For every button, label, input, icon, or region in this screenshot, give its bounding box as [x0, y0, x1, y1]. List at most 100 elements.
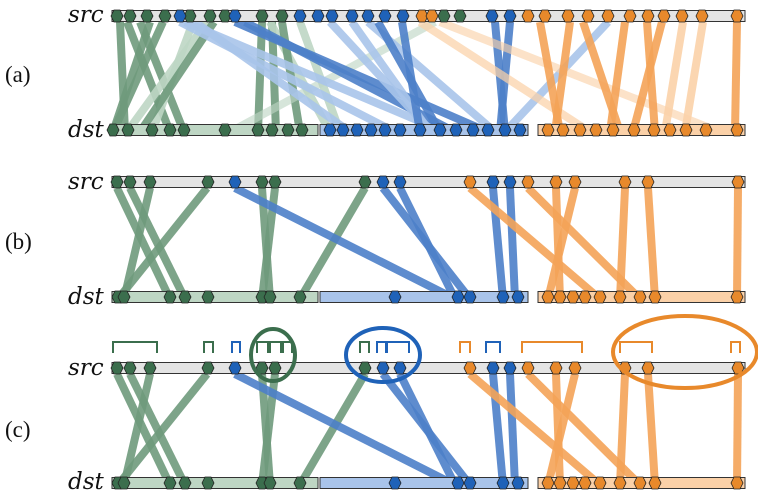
panel-c-src-label: src: [68, 355, 104, 381]
src-node-green: [201, 361, 215, 375]
src-node-green: [453, 9, 467, 23]
dst-node-green: [145, 123, 159, 137]
src-node-green: [123, 175, 137, 189]
link-orange: [551, 21, 574, 133]
src-node-orange: [568, 361, 582, 375]
group-bracket-blue: [376, 341, 387, 353]
link-green: [114, 371, 211, 488]
dst-node-green: [178, 476, 192, 490]
dst-node-orange: [699, 123, 713, 137]
link-orange: [629, 20, 666, 134]
src-node-blue: [311, 9, 325, 23]
dst-node-blue: [364, 123, 378, 137]
src-node-orange: [601, 9, 615, 23]
link-orange: [467, 184, 603, 303]
links-group: [113, 370, 742, 489]
dst-node-green: [263, 476, 277, 490]
src-node-orange: [463, 175, 477, 189]
link-blue: [506, 373, 519, 486]
dst-node-blue: [323, 123, 337, 137]
src-node-blue: [486, 361, 500, 375]
src-node-green: [143, 361, 157, 375]
dst-node-blue: [511, 290, 525, 304]
dst-node-orange: [633, 476, 647, 490]
src-node-orange: [549, 175, 563, 189]
dst-node-orange: [613, 290, 627, 304]
dst-node-green: [295, 123, 309, 137]
src-node-orange: [641, 9, 655, 23]
src-node-orange: [641, 361, 655, 375]
dst-node-blue: [496, 476, 510, 490]
highlight-ellipse-green: [249, 327, 297, 383]
src-node-blue: [486, 175, 500, 189]
panel-a-label: (a): [5, 62, 31, 87]
dst-node-green: [163, 123, 177, 137]
src-node-green: [123, 9, 137, 23]
link-orange: [733, 373, 742, 486]
dst-node-blue: [451, 476, 465, 490]
dst-node-blue: [393, 123, 407, 137]
src-node-green: [110, 361, 124, 375]
src-node-blue: [503, 9, 517, 23]
dst-node-green: [201, 290, 215, 304]
src-node-green: [201, 175, 215, 189]
panel-c: (c) src dst: [5, 314, 758, 495]
dst-node-orange: [593, 476, 607, 490]
panel-c-label: (c): [5, 417, 31, 442]
dst-node-blue: [498, 123, 512, 137]
dst-node-blue: [481, 123, 495, 137]
src-node-orange: [425, 9, 439, 23]
src-node-green: [110, 175, 124, 189]
group-bracket-green: [256, 341, 269, 353]
src-node-green: [358, 361, 372, 375]
dst-node-orange: [593, 290, 607, 304]
dst-node-orange: [730, 290, 744, 304]
dst-node-green: [263, 290, 277, 304]
src-node-orange: [623, 9, 637, 23]
link-green: [136, 20, 188, 134]
dst-node-blue: [511, 476, 525, 490]
dst-node-orange: [606, 123, 620, 137]
link-green_light: [228, 18, 437, 136]
dst-node-green: [218, 123, 232, 137]
src-node-orange: [568, 175, 582, 189]
link-blue: [396, 186, 459, 301]
dst-node-green: [117, 290, 131, 304]
src-node-blue: [503, 361, 517, 375]
panel-b-label: (b): [5, 229, 32, 254]
dst-node-green: [265, 123, 279, 137]
group-bracket-blue: [485, 341, 501, 353]
dst-node-green: [201, 476, 215, 490]
src-node-orange: [521, 9, 535, 23]
link-green: [109, 20, 167, 134]
link-green: [136, 19, 218, 135]
link-orange: [616, 373, 629, 486]
panel-a: (a) src dst: [5, 2, 746, 143]
dst-node-blue: [336, 123, 350, 137]
dst-node-orange: [566, 290, 580, 304]
dst-node-orange: [556, 123, 570, 137]
group-bracket-orange: [459, 341, 471, 353]
src-node-green: [183, 9, 197, 23]
src-node-orange: [695, 9, 709, 23]
dst-node-green: [293, 290, 307, 304]
dst-node-orange: [730, 123, 744, 137]
dst-node-green: [251, 123, 265, 137]
group-bracket-blue: [231, 341, 241, 353]
group-bracket-green: [112, 341, 158, 353]
src-node-orange: [657, 9, 671, 23]
src-node-green: [110, 9, 124, 23]
src-node-blue: [228, 9, 242, 23]
dst-node-orange: [730, 476, 744, 490]
link-orange: [467, 370, 603, 489]
src-node-green: [158, 9, 172, 23]
link-blue_light: [183, 18, 447, 136]
src-node-blue: [228, 175, 242, 189]
link-blue: [506, 187, 519, 300]
src-node-blue: [396, 9, 410, 23]
link-orange: [616, 187, 629, 300]
dst-node-blue: [463, 476, 477, 490]
link-orange_light: [417, 18, 593, 136]
dst-segment-green: [111, 477, 319, 489]
src-node-blue: [361, 9, 375, 23]
